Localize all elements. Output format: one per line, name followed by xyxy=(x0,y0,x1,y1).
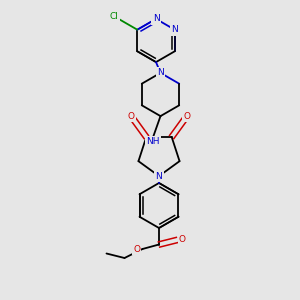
Text: O: O xyxy=(179,236,186,244)
Text: Cl: Cl xyxy=(110,12,118,21)
Text: O: O xyxy=(128,112,135,121)
Text: O: O xyxy=(183,112,190,121)
Text: N: N xyxy=(156,172,162,181)
Text: O: O xyxy=(133,244,140,253)
Text: N: N xyxy=(157,68,164,77)
Text: N: N xyxy=(153,14,159,23)
Text: N: N xyxy=(171,25,178,34)
Text: NH: NH xyxy=(146,137,160,146)
